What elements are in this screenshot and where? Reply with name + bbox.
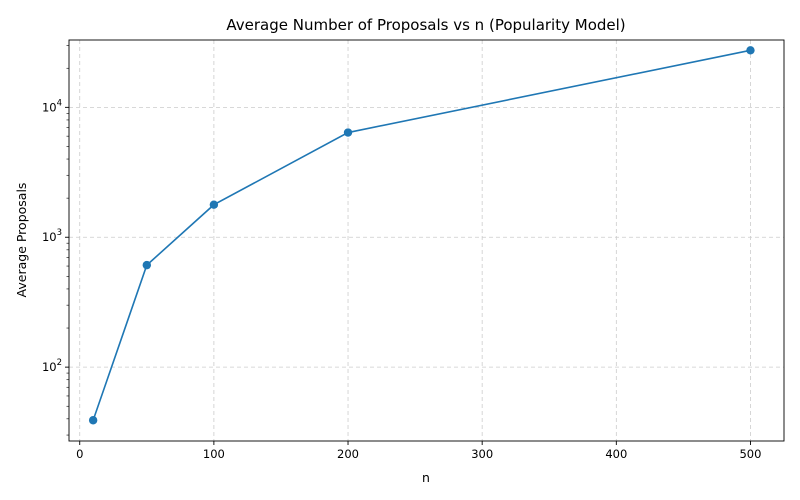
series-layer: [88, 46, 755, 425]
x-tick-label: 0: [76, 447, 83, 461]
series-line: [92, 49, 751, 421]
chart-title: Average Number of Proposals vs n (Popula…: [226, 16, 625, 34]
plot-frame: [68, 39, 785, 442]
x-tick-label: 300: [471, 447, 493, 461]
x-tick-label: 400: [605, 447, 627, 461]
y-tick-label: 104: [42, 98, 62, 114]
y-tick-label: 103: [42, 228, 62, 244]
data-point: [209, 200, 219, 209]
y-axis-label: Average Proposals: [14, 183, 29, 298]
data-point: [88, 416, 98, 425]
data-point: [343, 128, 353, 137]
x-tick-label: 500: [739, 447, 761, 461]
grid-layer: [69, 40, 784, 441]
data-point: [142, 260, 152, 270]
data-point: [746, 46, 755, 55]
x-axis-label: n: [422, 470, 430, 485]
x-tick-label: 100: [203, 447, 225, 461]
tick-layer: 0 100 200 300 400 500 102 103 104: [42, 45, 761, 461]
x-tick-label: 200: [337, 447, 359, 461]
y-tick-label: 102: [42, 358, 62, 374]
